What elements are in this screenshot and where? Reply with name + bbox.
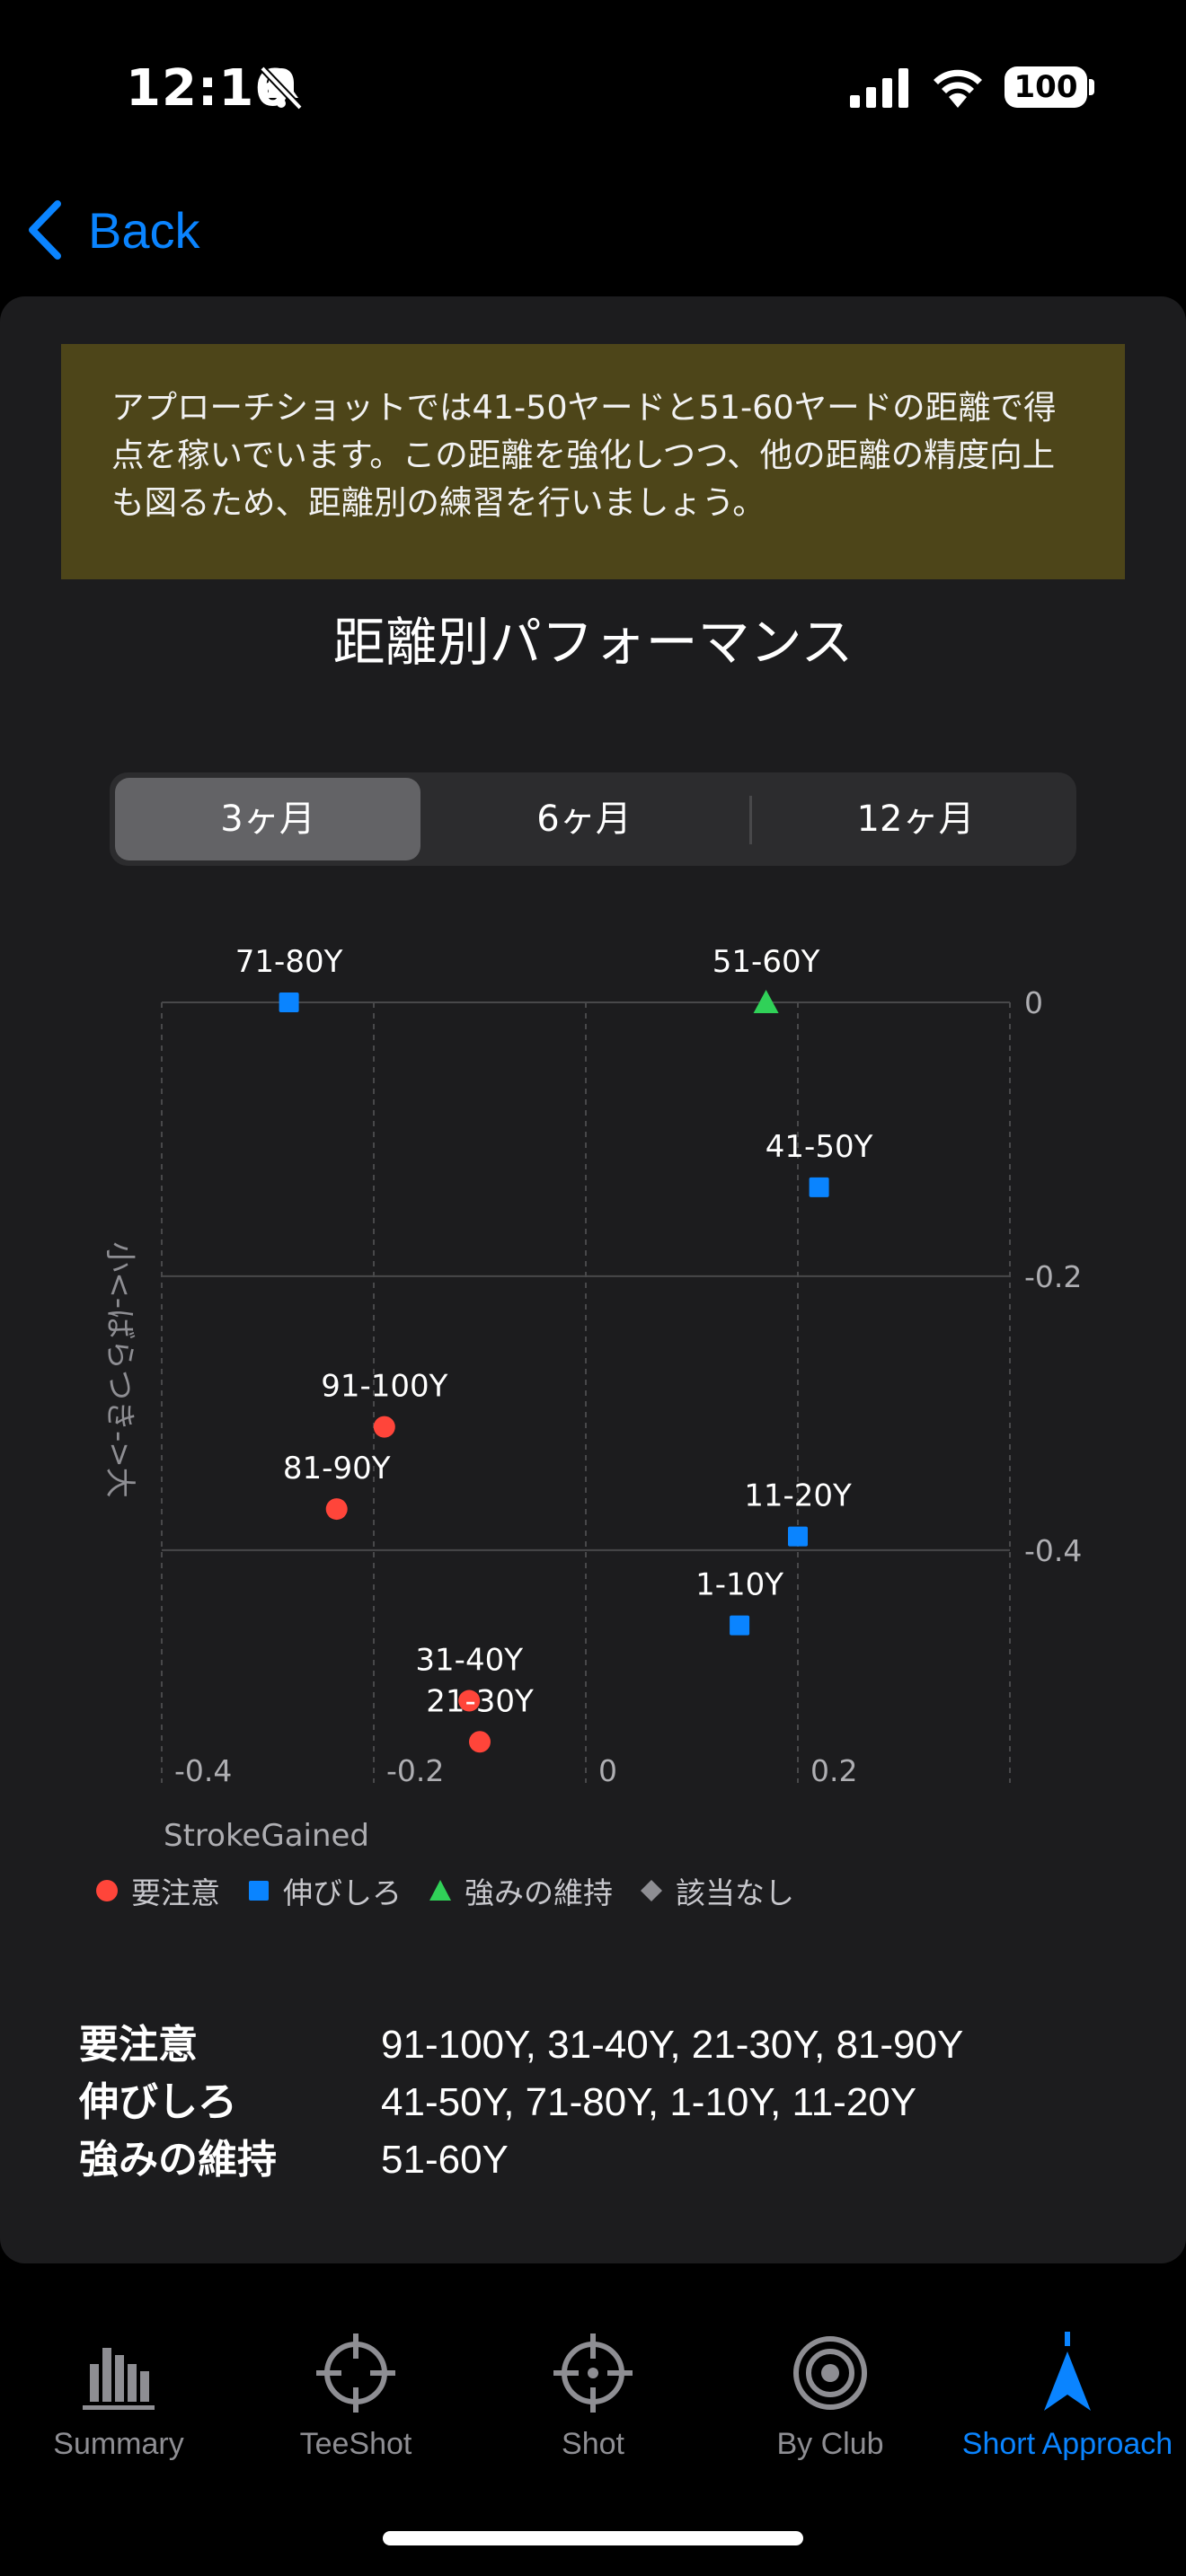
legend-label: 強みの維持 (465, 1875, 613, 1910)
tab-label: Short Approach (961, 2427, 1173, 2461)
wifi-icon (934, 69, 982, 108)
tab-3-months[interactable]: 3ヶ月 (115, 778, 420, 860)
battery-indicator: 100 (1005, 66, 1087, 108)
back-label: Back (88, 201, 200, 259)
triangle-marker-icon (429, 1880, 451, 1901)
legend-item-none: 該当なし (640, 1869, 794, 1912)
legend-item-strength: 強みの維持 (429, 1869, 613, 1912)
tab-short-approach[interactable]: Short Approach (949, 2332, 1186, 2475)
tab-label: Summary (53, 2427, 184, 2461)
cellular-signal-icon (850, 68, 908, 108)
advice-banner: アプローチショットでは41-50ヤードと51-60ヤードの距離で得点を稼いでいま… (61, 344, 1125, 579)
status-bar: 12:16 100 (0, 0, 1186, 171)
chart-legend: 要注意 伸びしろ 強みの維持 該当なし (95, 1870, 821, 1911)
summary-value: 51-60Y (381, 2138, 509, 2182)
bell-slash-icon (260, 66, 303, 110)
tab-shot[interactable]: Shot (474, 2332, 712, 2475)
battery-nub (1089, 79, 1094, 95)
bar-chart-icon (83, 2348, 155, 2410)
summary-label: 強みの維持 (79, 2138, 277, 2182)
legend-label: 伸びしろ (283, 1875, 402, 1910)
summary-label: 伸びしろ (79, 2080, 237, 2124)
tab-6-months[interactable]: 6ヶ月 (536, 798, 632, 840)
legend-item-growth: 伸びしろ (247, 1869, 402, 1912)
legend-label: 該当なし (676, 1875, 794, 1910)
segment-divider (749, 796, 752, 844)
square-marker-icon (249, 1881, 269, 1901)
summary-row-strength: 強みの維持 51-60Y (79, 2131, 1157, 2189)
legend-item-attention: 要注意 (95, 1869, 220, 1912)
summary-row-attention: 要注意 91-100Y, 31-40Y, 21-30Y, 81-90Y (79, 2016, 1157, 2074)
crosshair-icon (553, 2333, 633, 2413)
circle-marker-icon (96, 1880, 118, 1901)
summary-value: 91-100Y, 31-40Y, 21-30Y, 81-90Y (381, 2023, 964, 2067)
tab-12-months[interactable]: 12ヶ月 (856, 798, 975, 840)
tab-teeshot[interactable]: TeeShot (237, 2332, 474, 2475)
period-segmented-control: 3ヶ月 6ヶ月 12ヶ月 (110, 772, 1076, 866)
back-button[interactable]: Back (25, 194, 200, 266)
tab-label: TeeShot (299, 2427, 412, 2461)
summary-row-growth: 伸びしろ 41-50Y, 71-80Y, 1-10Y, 11-20Y (79, 2074, 1157, 2131)
tab-label: By Club (776, 2427, 884, 2461)
summary-label: 要注意 (79, 2023, 198, 2067)
legend-label: 要注意 (131, 1875, 220, 1910)
target-icon (793, 2336, 867, 2410)
diamond-marker-icon (641, 1880, 662, 1901)
tab-summary[interactable]: Summary (0, 2332, 237, 2475)
crosshair-icon (316, 2333, 395, 2413)
tab-bar: Summary TeeShot Shot By Club (0, 2299, 1186, 2576)
flag-pin-icon (1044, 2332, 1091, 2411)
tab-label: Shot (562, 2427, 624, 2461)
chart-title: 距離別パフォーマンス (332, 612, 854, 673)
performance-card: アプローチショットでは41-50ヤードと51-60ヤードの距離で得点を稼いでいま… (0, 296, 1186, 2263)
home-indicator (383, 2531, 803, 2545)
chevron-left-icon (29, 200, 61, 260)
summary-value: 41-50Y, 71-80Y, 1-10Y, 11-20Y (381, 2080, 917, 2124)
tab-by-club[interactable]: By Club (712, 2332, 949, 2475)
